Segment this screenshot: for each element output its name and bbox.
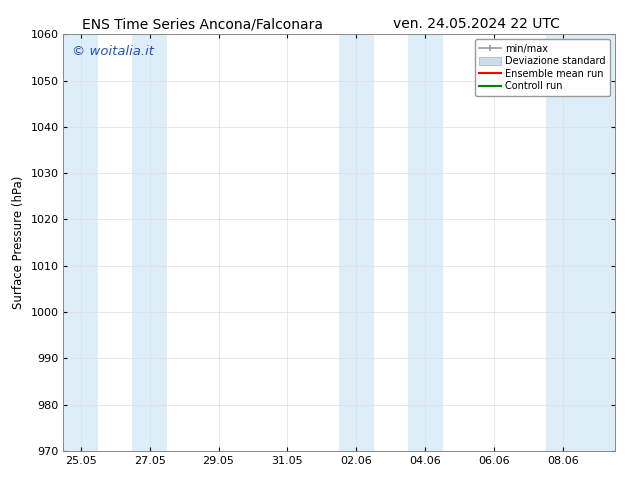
Text: ENS Time Series Ancona/Falconara: ENS Time Series Ancona/Falconara — [82, 17, 323, 31]
Y-axis label: Surface Pressure (hPa): Surface Pressure (hPa) — [12, 176, 25, 309]
Text: ven. 24.05.2024 22 UTC: ven. 24.05.2024 22 UTC — [393, 17, 560, 31]
Bar — [63, 34, 98, 451]
Bar — [133, 34, 167, 451]
Bar — [339, 34, 373, 451]
Bar — [408, 34, 443, 451]
Legend: min/max, Deviazione standard, Ensemble mean run, Controll run: min/max, Deviazione standard, Ensemble m… — [475, 39, 610, 96]
Bar — [546, 34, 615, 451]
Text: © woitalia.it: © woitalia.it — [72, 45, 153, 58]
